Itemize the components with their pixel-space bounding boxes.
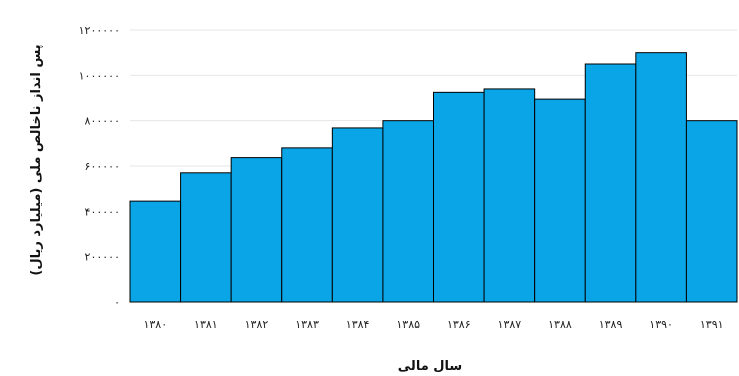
x-tick-label: ۱۳۸۲ [245,318,269,331]
x-tick-label: ۱۳۸۵ [396,318,420,331]
bar [331,127,384,303]
bar [433,91,485,303]
bar [584,63,637,303]
x-tick-label: ۱۳۹۱ [700,318,724,331]
y-axis-ticks: ۰ ۲۰۰۰۰۰ ۴۰۰۰۰۰ ۶۰۰۰۰۰ ۸۰۰۰۰۰ ۱۰۰۰۰۰۰ ۱۲۰۰۰۰۰ [79,24,120,309]
y-tick-label: ۱۲۰۰۰۰۰ [79,24,120,37]
bar [129,200,182,303]
bar [281,147,333,303]
x-tick-label: ۱۳۸۸ [548,318,572,331]
bar [230,157,283,303]
y-tick-label: ۱۰۰۰۰۰۰ [79,69,120,82]
x-tick-label: ۱۳۸۴ [346,318,370,331]
bar [534,98,586,303]
x-tick-label: ۱۳۸۹ [599,318,623,331]
y-axis-title: پس انداز ناخالص ملی (میلیارد ریال) [29,44,44,275]
y-tick-label: ۲۰۰۰۰۰ [85,251,120,264]
y-tick-label: ۶۰۰۰۰۰ [85,160,120,173]
bar [483,88,536,303]
bar [180,172,232,303]
y-tick-label: ۴۰۰۰۰۰ [85,205,120,218]
x-axis-title: سال مالی [398,359,462,374]
bar [685,120,738,303]
x-tick-label: ۱۳۸۱ [194,318,218,331]
bar [382,120,434,303]
x-axis-ticks: ۱۳۸۰ ۱۳۸۱ ۱۳۸۲ ۱۳۸۳ ۱۳۸۴ ۱۳۸۵ ۱۳۸۶ ۱۳۸۷ ۱۳۸۸ ۱۳۸۹… [143,318,723,331]
y-tick-label: ۸۰۰۰۰۰ [85,115,120,128]
y-tick-label: ۰ [114,296,120,309]
x-tick-label: ۱۳۹۰ [649,318,673,331]
x-tick-label: ۱۳۸۷ [498,318,522,331]
x-tick-label: ۱۳۸۳ [295,318,319,331]
x-tick-label: ۱۳۸۰ [143,318,167,331]
bars [129,52,738,303]
x-tick-label: ۱۳۸۶ [447,318,471,331]
bar [635,52,687,303]
